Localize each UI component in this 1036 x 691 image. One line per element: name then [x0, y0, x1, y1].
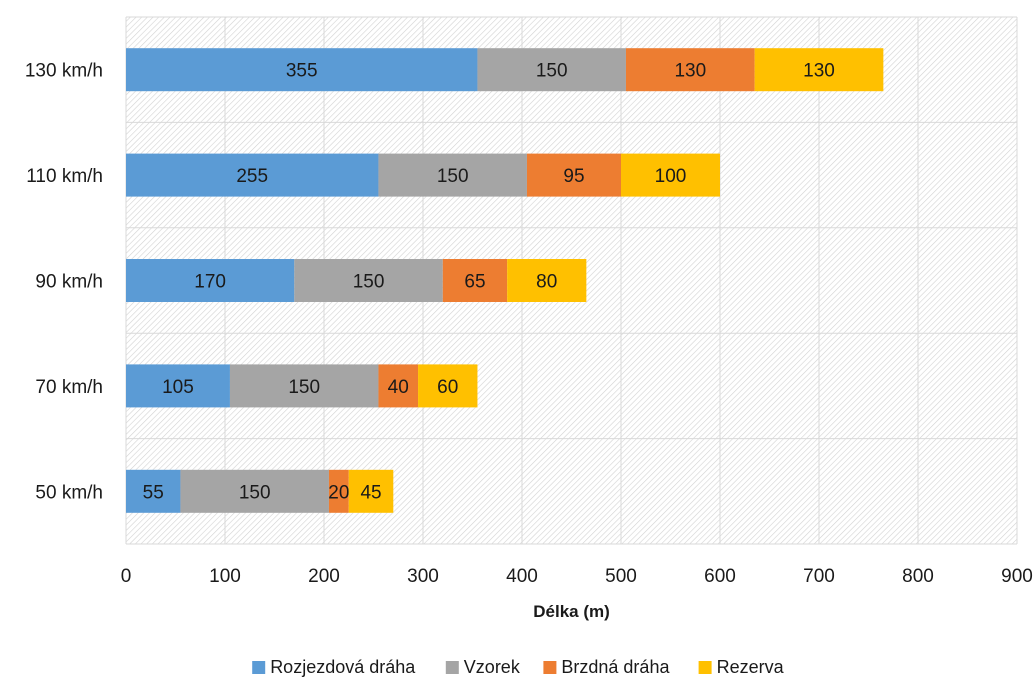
legend-item-vzorek: Vzorek: [445, 657, 521, 677]
bar-brzdna-draha-50-km-h: [328, 469, 349, 513]
x-tick-label: 500: [605, 566, 637, 587]
legend-swatch: [252, 661, 266, 674]
legend-swatch: [543, 661, 557, 674]
legend-swatch: [445, 661, 459, 674]
x-tick-label: 100: [209, 566, 241, 587]
x-tick-label: 800: [902, 566, 934, 587]
bars: 355 150 130 130 255 150 95 100 170 150 65 80 105 150 4…: [126, 48, 884, 513]
legend-swatch: [698, 661, 712, 674]
bar-vzorek-50-km-h: [180, 469, 329, 513]
bar-vzorek-130-km-h: [477, 48, 626, 92]
bar-rezerva-130-km-h: [754, 48, 884, 92]
bar-rezerva-90-km-h: [507, 259, 587, 302]
legend-label: Brzdná dráha: [561, 657, 670, 677]
data-label: 130: [674, 61, 706, 82]
x-tick-labels: 0 100 200 300 400 500 600 700 800 900: [121, 566, 1033, 587]
data-label: 150: [437, 166, 469, 187]
bar-rezerva-70-km-h: [418, 364, 478, 408]
bar-rozjezdova-draha-90-km-h: [126, 259, 295, 302]
data-label: 150: [536, 61, 568, 82]
legend-label: Vzorek: [464, 657, 521, 677]
data-label: 80: [536, 272, 557, 293]
x-tick-label: 600: [704, 566, 736, 587]
data-label: 60: [437, 377, 458, 398]
legend-label: Rezerva: [717, 657, 785, 677]
legend-label: Rozjezdová dráha: [270, 657, 416, 677]
bar-vzorek-90-km-h: [294, 259, 443, 302]
data-label: 65: [464, 272, 485, 293]
bar-rozjezdova-draha-70-km-h: [126, 364, 230, 408]
category-label: 70 km/h: [35, 377, 103, 398]
data-label: 150: [288, 377, 320, 398]
data-label: 100: [655, 166, 687, 187]
bar-vzorek-70-km-h: [229, 364, 379, 408]
data-label: 55: [143, 482, 164, 503]
x-tick-label: 400: [506, 566, 538, 587]
x-tick-label: 0: [121, 566, 132, 587]
data-label: 170: [194, 272, 226, 293]
data-label: 255: [236, 166, 268, 187]
legend-item-rezerva: Rezerva: [698, 657, 785, 677]
legend-item-brzdna-draha: Brzdná dráha: [543, 657, 670, 677]
bar-vzorek-110-km-h: [378, 153, 527, 197]
category-label: 50 km/h: [35, 482, 103, 503]
grid-lines: [125, 16, 1018, 545]
x-tick-label: 300: [407, 566, 439, 587]
x-tick-label: 200: [308, 566, 340, 587]
data-label: 40: [388, 377, 409, 398]
bar-brzdna-draha-90-km-h: [442, 259, 508, 302]
data-label: 105: [162, 377, 194, 398]
category-label: 90 km/h: [35, 272, 103, 293]
data-label: 150: [353, 272, 385, 293]
legend: Rozjezdová dráha Vzorek Brzdná dráha Rezerv…: [252, 657, 785, 677]
category-label: 130 km/h: [25, 61, 103, 82]
x-axis-title: Délka (m): [533, 602, 610, 621]
bar-brzdna-draha-110-km-h: [526, 153, 621, 197]
data-label: 130: [803, 61, 835, 82]
bar-rezerva-110-km-h: [621, 153, 720, 197]
x-tick-label: 700: [803, 566, 835, 587]
data-label: 95: [563, 166, 584, 187]
bar-brzdna-draha-130-km-h: [625, 48, 755, 92]
bar-rozjezdova-draha-50-km-h: [126, 469, 181, 513]
data-label: 45: [360, 482, 381, 503]
data-label: 355: [286, 61, 318, 82]
data-label: 150: [239, 482, 271, 503]
category-labels: 130 km/h 110 km/h 90 km/h 70 km/h 50 km/h: [25, 61, 103, 504]
x-tick-label: 900: [1001, 566, 1033, 587]
bar-rozjezdova-draha-130-km-h: [126, 48, 478, 92]
legend-item-rozjezdova-draha: Rozjezdová dráha: [252, 657, 416, 677]
data-label: 20: [328, 482, 349, 503]
bar-brzdna-draha-70-km-h: [378, 364, 419, 408]
bar-rezerva-50-km-h: [348, 469, 394, 513]
category-label: 110 km/h: [26, 166, 103, 187]
bar-rozjezdova-draha-110-km-h: [126, 153, 379, 197]
